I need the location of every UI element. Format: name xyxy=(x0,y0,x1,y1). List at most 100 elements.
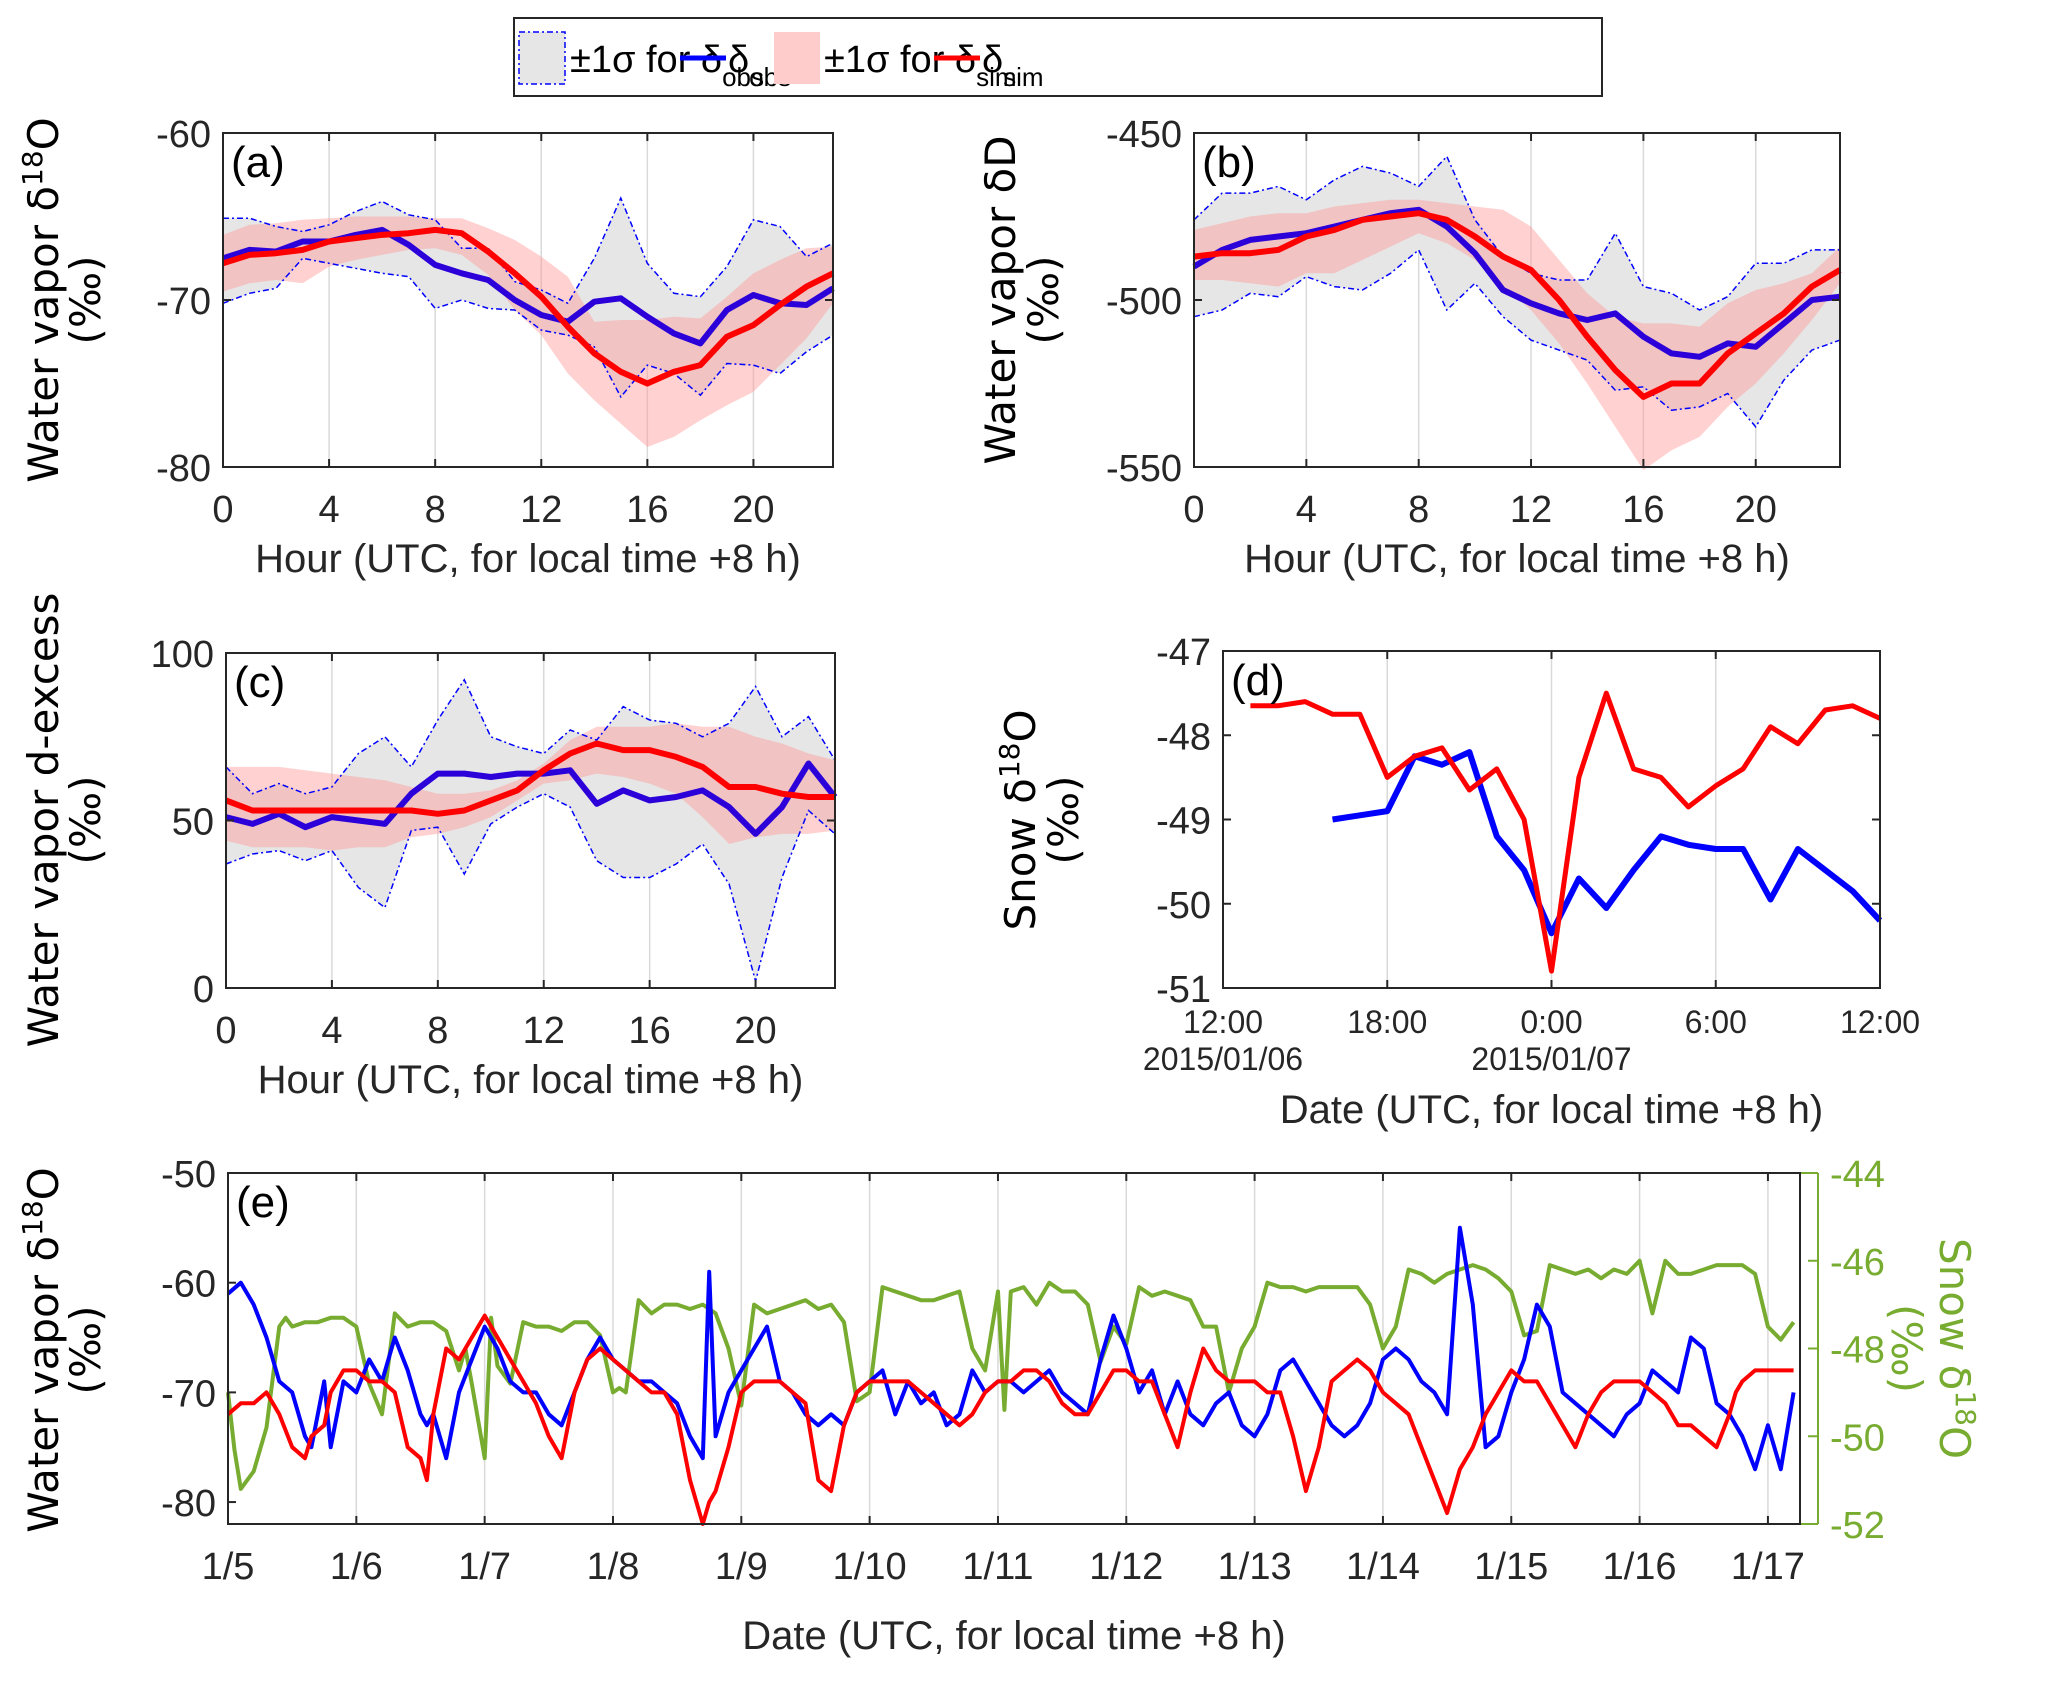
panel-label: (d) xyxy=(1231,656,1285,705)
x-axis-label: Date (UTC, for local time +8 h) xyxy=(742,1614,1286,1658)
y-axis-label-sup: 18 xyxy=(16,150,49,186)
y-tick-label: 50 xyxy=(172,802,214,844)
x-tick-label: 12 xyxy=(1510,489,1552,531)
y-axis-unit: (‰) xyxy=(61,1305,110,1394)
x-tick-label: 18:00 xyxy=(1347,1004,1427,1040)
y-axis-label: Water vapor δD xyxy=(976,135,1025,464)
x-tick-label: 1/17 xyxy=(1731,1546,1805,1588)
right-axis-label-main: Snow δ xyxy=(1930,1238,1979,1390)
panel-label: (e) xyxy=(236,1178,290,1227)
panel-b: 0 4 8 12 16 20 -550 -500 -450 (b) Hour (UTC, for l… xyxy=(976,114,1842,581)
y-tick-label: -49 xyxy=(1156,801,1211,843)
legend-sub-sim-band: sim xyxy=(976,62,1016,92)
obs-line xyxy=(225,760,838,837)
y-tick-label: -70 xyxy=(156,281,211,323)
x-tick-label: 8 xyxy=(1408,489,1429,531)
sim-sigma-band xyxy=(223,216,833,447)
sim-line xyxy=(222,226,835,387)
snow-d18o-line xyxy=(226,1258,1796,1491)
y-tick-label: -500 xyxy=(1106,281,1182,323)
y-axis-label-sup: 18 xyxy=(16,1200,49,1236)
y-axis-unit: (‰) xyxy=(1039,775,1088,864)
axes-frame xyxy=(227,1172,1801,1525)
y-tick-label: -60 xyxy=(161,1264,216,1306)
y-tick-label: -50 xyxy=(1156,885,1211,927)
right-tick-label: -44 xyxy=(1830,1154,1885,1196)
x-tick-label: 6:00 xyxy=(1685,1004,1747,1040)
right-tick-label: -52 xyxy=(1830,1505,1885,1547)
x-tick-label: 4 xyxy=(319,489,340,531)
x-tick-date-label: 2015/01/06 xyxy=(1143,1041,1303,1077)
panel-label: (a) xyxy=(231,138,285,187)
x-tick-label: 1/9 xyxy=(715,1546,768,1588)
right-tick-label: -50 xyxy=(1830,1417,1885,1459)
y-tick-label: -48 xyxy=(1156,716,1211,758)
y-axis-label: Water vapor δ18O xyxy=(16,1167,68,1532)
x-tick-label: 0:00 xyxy=(1520,1004,1582,1040)
x-tick-label: 20 xyxy=(734,1010,776,1052)
y-axis-unit: (‰) xyxy=(61,775,110,864)
sim-sigma-band xyxy=(226,723,835,851)
svg-text:δsim: δsim xyxy=(982,39,1044,92)
panel-label: (c) xyxy=(234,658,285,707)
x-tick-label: 1/7 xyxy=(458,1546,511,1588)
panel-label: (b) xyxy=(1202,138,1256,187)
obs-upper-sigma-line xyxy=(225,678,836,795)
x-tick-label: 1/5 xyxy=(202,1546,255,1588)
snow-sim-line xyxy=(1250,690,1882,974)
right-tick-label: -46 xyxy=(1830,1242,1885,1284)
x-tick-label: 20 xyxy=(732,489,774,531)
sim-line xyxy=(1193,210,1842,400)
svg-text:±1σ for δobs: ±1σ for δobs xyxy=(570,39,764,92)
y-axis-label-tail: O xyxy=(19,1167,68,1200)
svg-text:±1σ for δsim: ±1σ for δsim xyxy=(824,39,1017,92)
y-axis-label-main: Water vapor δ xyxy=(19,1236,68,1533)
snow-obs-line xyxy=(1332,749,1883,937)
x-tick-date-label: 2015/01/07 xyxy=(1471,1041,1631,1077)
x-tick-label: 1/12 xyxy=(1089,1546,1163,1588)
right-axis-label-tail: O xyxy=(1930,1426,1979,1459)
x-axis-label: Hour (UTC, for local time +8 h) xyxy=(258,1058,804,1102)
y-axis-unit: (‰) xyxy=(1019,255,1068,344)
x-axis-label: Date (UTC, for local time +8 h) xyxy=(1280,1088,1824,1132)
vapor-sim-line xyxy=(226,1313,1794,1526)
x-axis-label: Hour (UTC, for local time +8 h) xyxy=(255,537,801,581)
x-tick-label: 12 xyxy=(523,1010,565,1052)
x-axis-label: Hour (UTC, for local time +8 h) xyxy=(1244,537,1790,581)
x-tick-label: 0 xyxy=(215,1010,236,1052)
obs-line xyxy=(1192,206,1841,360)
panel-c: 0 4 8 12 16 20 0 50 100 (c) Hour (UTC, for local t… xyxy=(19,593,838,1102)
x-tick-label: 0 xyxy=(1183,489,1204,531)
legend-label-obs-line: δ xyxy=(728,39,749,81)
y-axis-label: Water vapor δ18O xyxy=(16,117,68,482)
x-tick-label: 1/10 xyxy=(833,1546,907,1588)
y-tick-label: -51 xyxy=(1156,969,1211,1011)
x-tick-label: 20 xyxy=(1735,489,1777,531)
x-tick-label: 1/13 xyxy=(1218,1546,1292,1588)
x-tick-label: 16 xyxy=(629,1010,671,1052)
y-axis-unit: (‰) xyxy=(61,255,110,344)
legend-swatch-sim-band xyxy=(774,32,820,84)
vapor-obs-line xyxy=(226,1225,1796,1472)
x-tick-label: 4 xyxy=(321,1010,342,1052)
x-tick-label: 1/6 xyxy=(330,1546,383,1588)
legend-swatch-obs-band xyxy=(518,31,566,85)
y-tick-label: -550 xyxy=(1106,448,1182,490)
y-tick-label: -70 xyxy=(161,1373,216,1415)
x-tick-label: 8 xyxy=(425,489,446,531)
y-axis-label-main: Water vapor δD xyxy=(976,135,1025,464)
y-tick-label: 100 xyxy=(151,634,214,676)
y-axis-label-main: Snow δ xyxy=(996,778,1045,930)
y-tick-label: -50 xyxy=(161,1154,216,1196)
y-axis-label: Snow δ18O xyxy=(993,709,1045,930)
y-axis-label-tail: O xyxy=(996,709,1045,742)
x-tick-label: 1/11 xyxy=(962,1546,1033,1588)
x-tick-label: 12:00 xyxy=(1840,1004,1920,1040)
x-tick-label: 1/15 xyxy=(1474,1546,1548,1588)
right-axis-label-sup: 18 xyxy=(1949,1390,1982,1426)
obs-sigma-band xyxy=(223,198,833,397)
obs-lower-sigma-line xyxy=(225,792,836,985)
